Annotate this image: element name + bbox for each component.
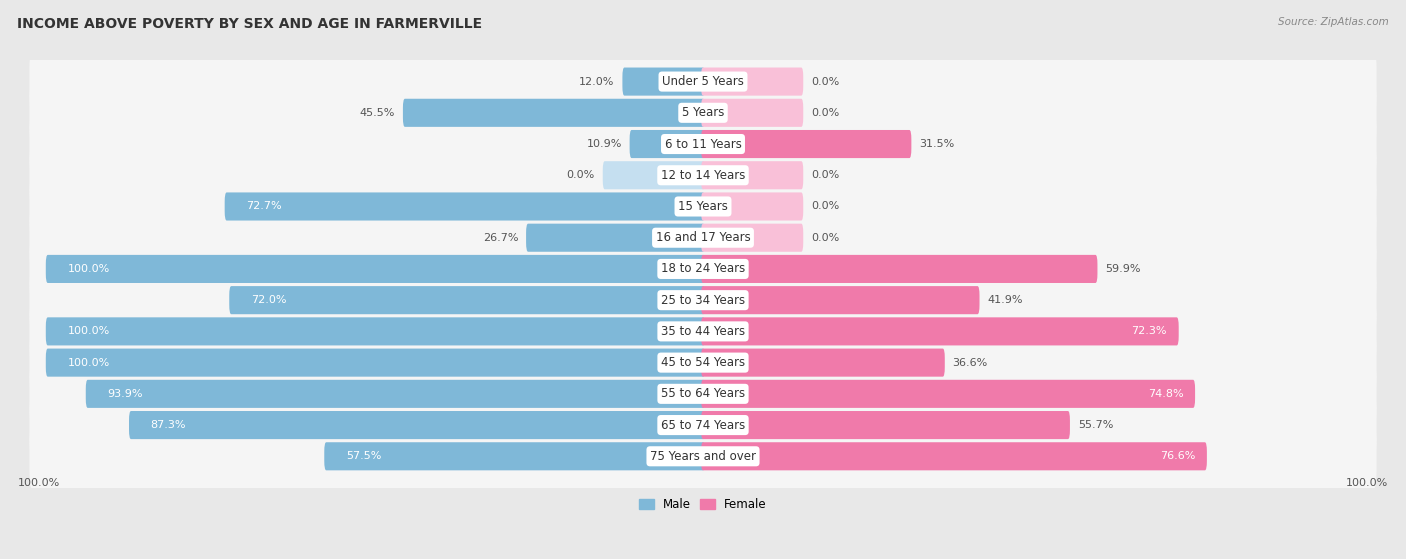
Text: 18 to 24 Years: 18 to 24 Years <box>661 262 745 276</box>
FancyBboxPatch shape <box>702 68 803 96</box>
FancyBboxPatch shape <box>30 75 1376 150</box>
FancyBboxPatch shape <box>129 411 704 439</box>
FancyBboxPatch shape <box>702 318 1178 345</box>
FancyBboxPatch shape <box>623 68 704 96</box>
Text: 41.9%: 41.9% <box>987 295 1024 305</box>
FancyBboxPatch shape <box>702 99 803 127</box>
FancyBboxPatch shape <box>30 357 1376 431</box>
Text: 45.5%: 45.5% <box>360 108 395 118</box>
FancyBboxPatch shape <box>46 349 704 377</box>
FancyBboxPatch shape <box>526 224 704 252</box>
Text: 0.0%: 0.0% <box>811 77 839 87</box>
FancyBboxPatch shape <box>630 130 704 158</box>
Text: 6 to 11 Years: 6 to 11 Years <box>665 138 741 150</box>
Text: 65 to 74 Years: 65 to 74 Years <box>661 419 745 432</box>
FancyBboxPatch shape <box>30 419 1376 494</box>
Text: 100.0%: 100.0% <box>67 326 110 337</box>
Text: 10.9%: 10.9% <box>586 139 621 149</box>
Text: 0.0%: 0.0% <box>811 233 839 243</box>
FancyBboxPatch shape <box>30 169 1376 244</box>
Text: 87.3%: 87.3% <box>150 420 186 430</box>
Text: 72.3%: 72.3% <box>1132 326 1167 337</box>
FancyBboxPatch shape <box>46 255 704 283</box>
FancyBboxPatch shape <box>30 263 1376 337</box>
FancyBboxPatch shape <box>229 286 704 314</box>
FancyBboxPatch shape <box>702 286 980 314</box>
FancyBboxPatch shape <box>30 44 1376 119</box>
FancyBboxPatch shape <box>702 411 1070 439</box>
Text: 0.0%: 0.0% <box>811 170 839 180</box>
FancyBboxPatch shape <box>702 130 911 158</box>
Text: 100.0%: 100.0% <box>67 358 110 368</box>
FancyBboxPatch shape <box>702 161 803 190</box>
Text: 25 to 34 Years: 25 to 34 Years <box>661 293 745 307</box>
Text: 72.7%: 72.7% <box>246 201 283 211</box>
Text: 76.6%: 76.6% <box>1160 451 1195 461</box>
FancyBboxPatch shape <box>702 255 1098 283</box>
Text: 93.9%: 93.9% <box>107 389 143 399</box>
Text: 12 to 14 Years: 12 to 14 Years <box>661 169 745 182</box>
Text: 31.5%: 31.5% <box>920 139 955 149</box>
FancyBboxPatch shape <box>30 388 1376 462</box>
Text: 0.0%: 0.0% <box>811 108 839 118</box>
FancyBboxPatch shape <box>702 224 803 252</box>
Text: 0.0%: 0.0% <box>567 170 595 180</box>
Text: 100.0%: 100.0% <box>1346 478 1388 488</box>
FancyBboxPatch shape <box>30 138 1376 212</box>
Text: 5 Years: 5 Years <box>682 106 724 119</box>
FancyBboxPatch shape <box>30 232 1376 306</box>
Text: 74.8%: 74.8% <box>1147 389 1184 399</box>
Text: 55.7%: 55.7% <box>1078 420 1114 430</box>
FancyBboxPatch shape <box>30 325 1376 400</box>
FancyBboxPatch shape <box>702 380 1195 408</box>
FancyBboxPatch shape <box>30 201 1376 275</box>
Text: 12.0%: 12.0% <box>579 77 614 87</box>
Text: 0.0%: 0.0% <box>811 201 839 211</box>
Text: 45 to 54 Years: 45 to 54 Years <box>661 356 745 369</box>
FancyBboxPatch shape <box>325 442 704 470</box>
Text: 16 and 17 Years: 16 and 17 Years <box>655 231 751 244</box>
Text: 75 Years and over: 75 Years and over <box>650 450 756 463</box>
FancyBboxPatch shape <box>702 349 945 377</box>
Text: 100.0%: 100.0% <box>67 264 110 274</box>
Text: 100.0%: 100.0% <box>18 478 60 488</box>
Text: 72.0%: 72.0% <box>250 295 287 305</box>
FancyBboxPatch shape <box>702 442 1206 470</box>
Text: 15 Years: 15 Years <box>678 200 728 213</box>
Text: 57.5%: 57.5% <box>346 451 381 461</box>
Text: 55 to 64 Years: 55 to 64 Years <box>661 387 745 400</box>
Text: 36.6%: 36.6% <box>953 358 988 368</box>
Text: 59.9%: 59.9% <box>1105 264 1140 274</box>
FancyBboxPatch shape <box>702 192 803 221</box>
FancyBboxPatch shape <box>603 161 704 190</box>
Text: Source: ZipAtlas.com: Source: ZipAtlas.com <box>1278 17 1389 27</box>
Text: 35 to 44 Years: 35 to 44 Years <box>661 325 745 338</box>
Text: Under 5 Years: Under 5 Years <box>662 75 744 88</box>
FancyBboxPatch shape <box>30 107 1376 181</box>
Text: 26.7%: 26.7% <box>482 233 519 243</box>
FancyBboxPatch shape <box>404 99 704 127</box>
FancyBboxPatch shape <box>225 192 704 221</box>
FancyBboxPatch shape <box>30 294 1376 368</box>
FancyBboxPatch shape <box>46 318 704 345</box>
Legend: Male, Female: Male, Female <box>634 494 772 516</box>
FancyBboxPatch shape <box>86 380 704 408</box>
Text: INCOME ABOVE POVERTY BY SEX AND AGE IN FARMERVILLE: INCOME ABOVE POVERTY BY SEX AND AGE IN F… <box>17 17 482 31</box>
